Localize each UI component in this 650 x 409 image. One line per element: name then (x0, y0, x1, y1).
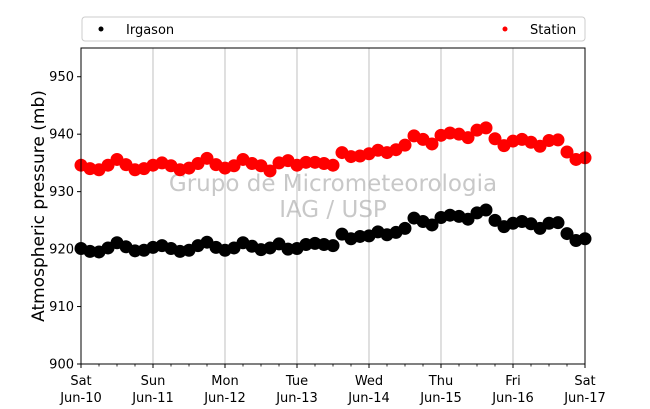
series-layer (74, 121, 592, 259)
point-station (326, 158, 340, 172)
series-irgason (74, 203, 592, 259)
x-tick-date-label: Jun-10 (59, 391, 102, 406)
point-irgason (479, 203, 493, 217)
x-tick-date-label: Jun-12 (203, 391, 246, 406)
y-tick-label: 930 (49, 185, 74, 200)
x-tick-day-label: Sat (70, 374, 91, 389)
x-tick-date-label: Jun-11 (131, 391, 174, 406)
point-station (560, 145, 574, 159)
x-tick-date-label: Jun-17 (563, 391, 606, 406)
x-tick-day-label: Mon (211, 374, 238, 389)
point-station (299, 155, 313, 169)
x-axis: Sat Jun-10 Sun Jun-11 Mon Jun-12 Tue Jun-13 Wed J… (59, 364, 606, 406)
y-axis-label: Atmospheric pressure (mb) (29, 90, 49, 322)
x-tick-date-label: Jun-16 (491, 391, 534, 406)
point-station (200, 151, 214, 165)
point-station (488, 132, 502, 146)
legend-box (81, 16, 586, 42)
x-tick-date-label: Jun-15 (419, 391, 462, 406)
x-tick-day-label: Tue (285, 374, 308, 389)
watermark-line-1: Grupo de Micrometeorologia (169, 171, 497, 197)
point-irgason (560, 227, 574, 241)
point-station (479, 121, 493, 135)
legend-marker-irgason (98, 26, 104, 32)
point-station (263, 164, 277, 178)
point-station (398, 138, 412, 152)
point-station (551, 133, 565, 147)
x-tick-day-label: Fri (505, 374, 521, 389)
x-tick-day-label: Thu (428, 374, 453, 389)
legend-label-station: Station (530, 23, 576, 38)
series-station (74, 121, 592, 178)
legend: Irgason Station (81, 16, 586, 42)
point-irgason (326, 239, 340, 253)
watermark-line-2: IAG / USP (279, 197, 387, 223)
y-tick-label: 940 (49, 128, 74, 143)
y-axis: 900 910 920 930 940 950 (49, 70, 81, 373)
y-tick-label: 920 (49, 243, 74, 258)
point-station (461, 131, 475, 145)
legend-marker-station (502, 26, 508, 32)
y-tick-label: 910 (49, 300, 74, 315)
point-irgason (488, 213, 502, 227)
legend-label-irgason: Irgason (126, 23, 174, 38)
y-tick-label: 900 (49, 358, 74, 373)
point-irgason (461, 212, 475, 226)
x-tick-date-label: Jun-14 (347, 391, 390, 406)
vertical-gridlines (152, 48, 514, 364)
point-irgason (551, 216, 565, 230)
x-tick-day-label: Sat (574, 374, 595, 389)
point-station (425, 137, 439, 151)
point-irgason (425, 218, 439, 232)
point-irgason (398, 221, 412, 235)
point-station (227, 159, 241, 173)
x-tick-day-label: Sun (141, 374, 166, 389)
x-tick-day-label: Wed (355, 374, 383, 389)
x-tick-date-label: Jun-13 (275, 391, 318, 406)
y-tick-label: 950 (49, 70, 74, 85)
